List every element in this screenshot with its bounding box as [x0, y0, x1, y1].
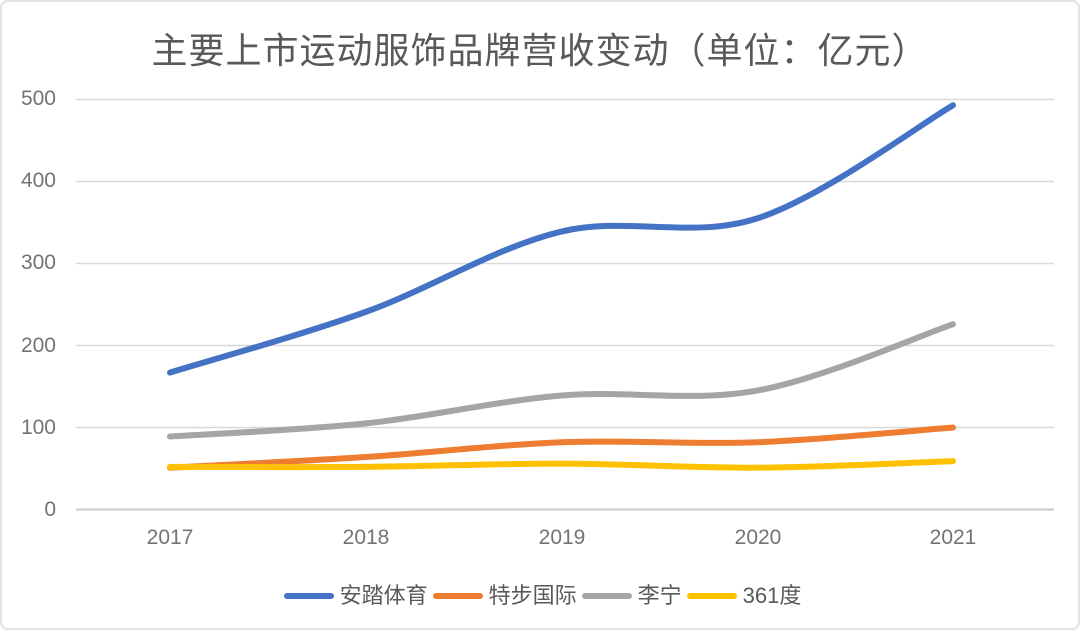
series-line-特步国际 [167, 424, 956, 471]
y-axis-tick-label: 500 [20, 87, 56, 110]
y-axis-tick-label: 200 [20, 334, 56, 357]
x-axis-tick-label: 2017 [146, 526, 194, 549]
y-axis-tick-label: 100 [20, 416, 56, 439]
legend-item-anta: 安踏体育 [279, 583, 428, 609]
legend-swatch-lining [581, 593, 632, 599]
y-axis-tick-label: 0 [44, 498, 56, 521]
legend-label-361: 361度 [742, 583, 802, 608]
x-axis-tick-label: 2019 [538, 526, 586, 549]
legend: 安踏体育 特步国际 李宁 361度 [2, 583, 1078, 609]
legend-label-anta: 安踏体育 [339, 583, 428, 608]
legend-label-xtep: 特步国际 [488, 583, 577, 608]
legend-item-lining: 李宁 [577, 583, 682, 609]
x-axis-tick-label: 2020 [734, 526, 782, 549]
legend-swatch-anta [283, 593, 334, 599]
series-line-361度 [167, 458, 956, 471]
y-axis-tick-label: 400 [20, 169, 56, 192]
series-line-安踏体育 [167, 102, 956, 376]
chart-title: 主要上市运动服饰品牌营收变动（单位：亿元） [151, 30, 929, 71]
y-axis-tick-label: 300 [20, 251, 56, 274]
series-line-李宁 [167, 321, 956, 440]
x-axis-tick-label: 2021 [929, 526, 977, 549]
legend-swatch-361 [686, 593, 737, 599]
x-axis-tick-label: 2018 [342, 526, 390, 549]
legend-item-xtep: 特步国际 [428, 583, 577, 609]
legend-swatch-xtep [432, 593, 483, 599]
legend-item-361: 361度 [682, 583, 802, 609]
legend-label-lining: 李宁 [637, 583, 682, 608]
